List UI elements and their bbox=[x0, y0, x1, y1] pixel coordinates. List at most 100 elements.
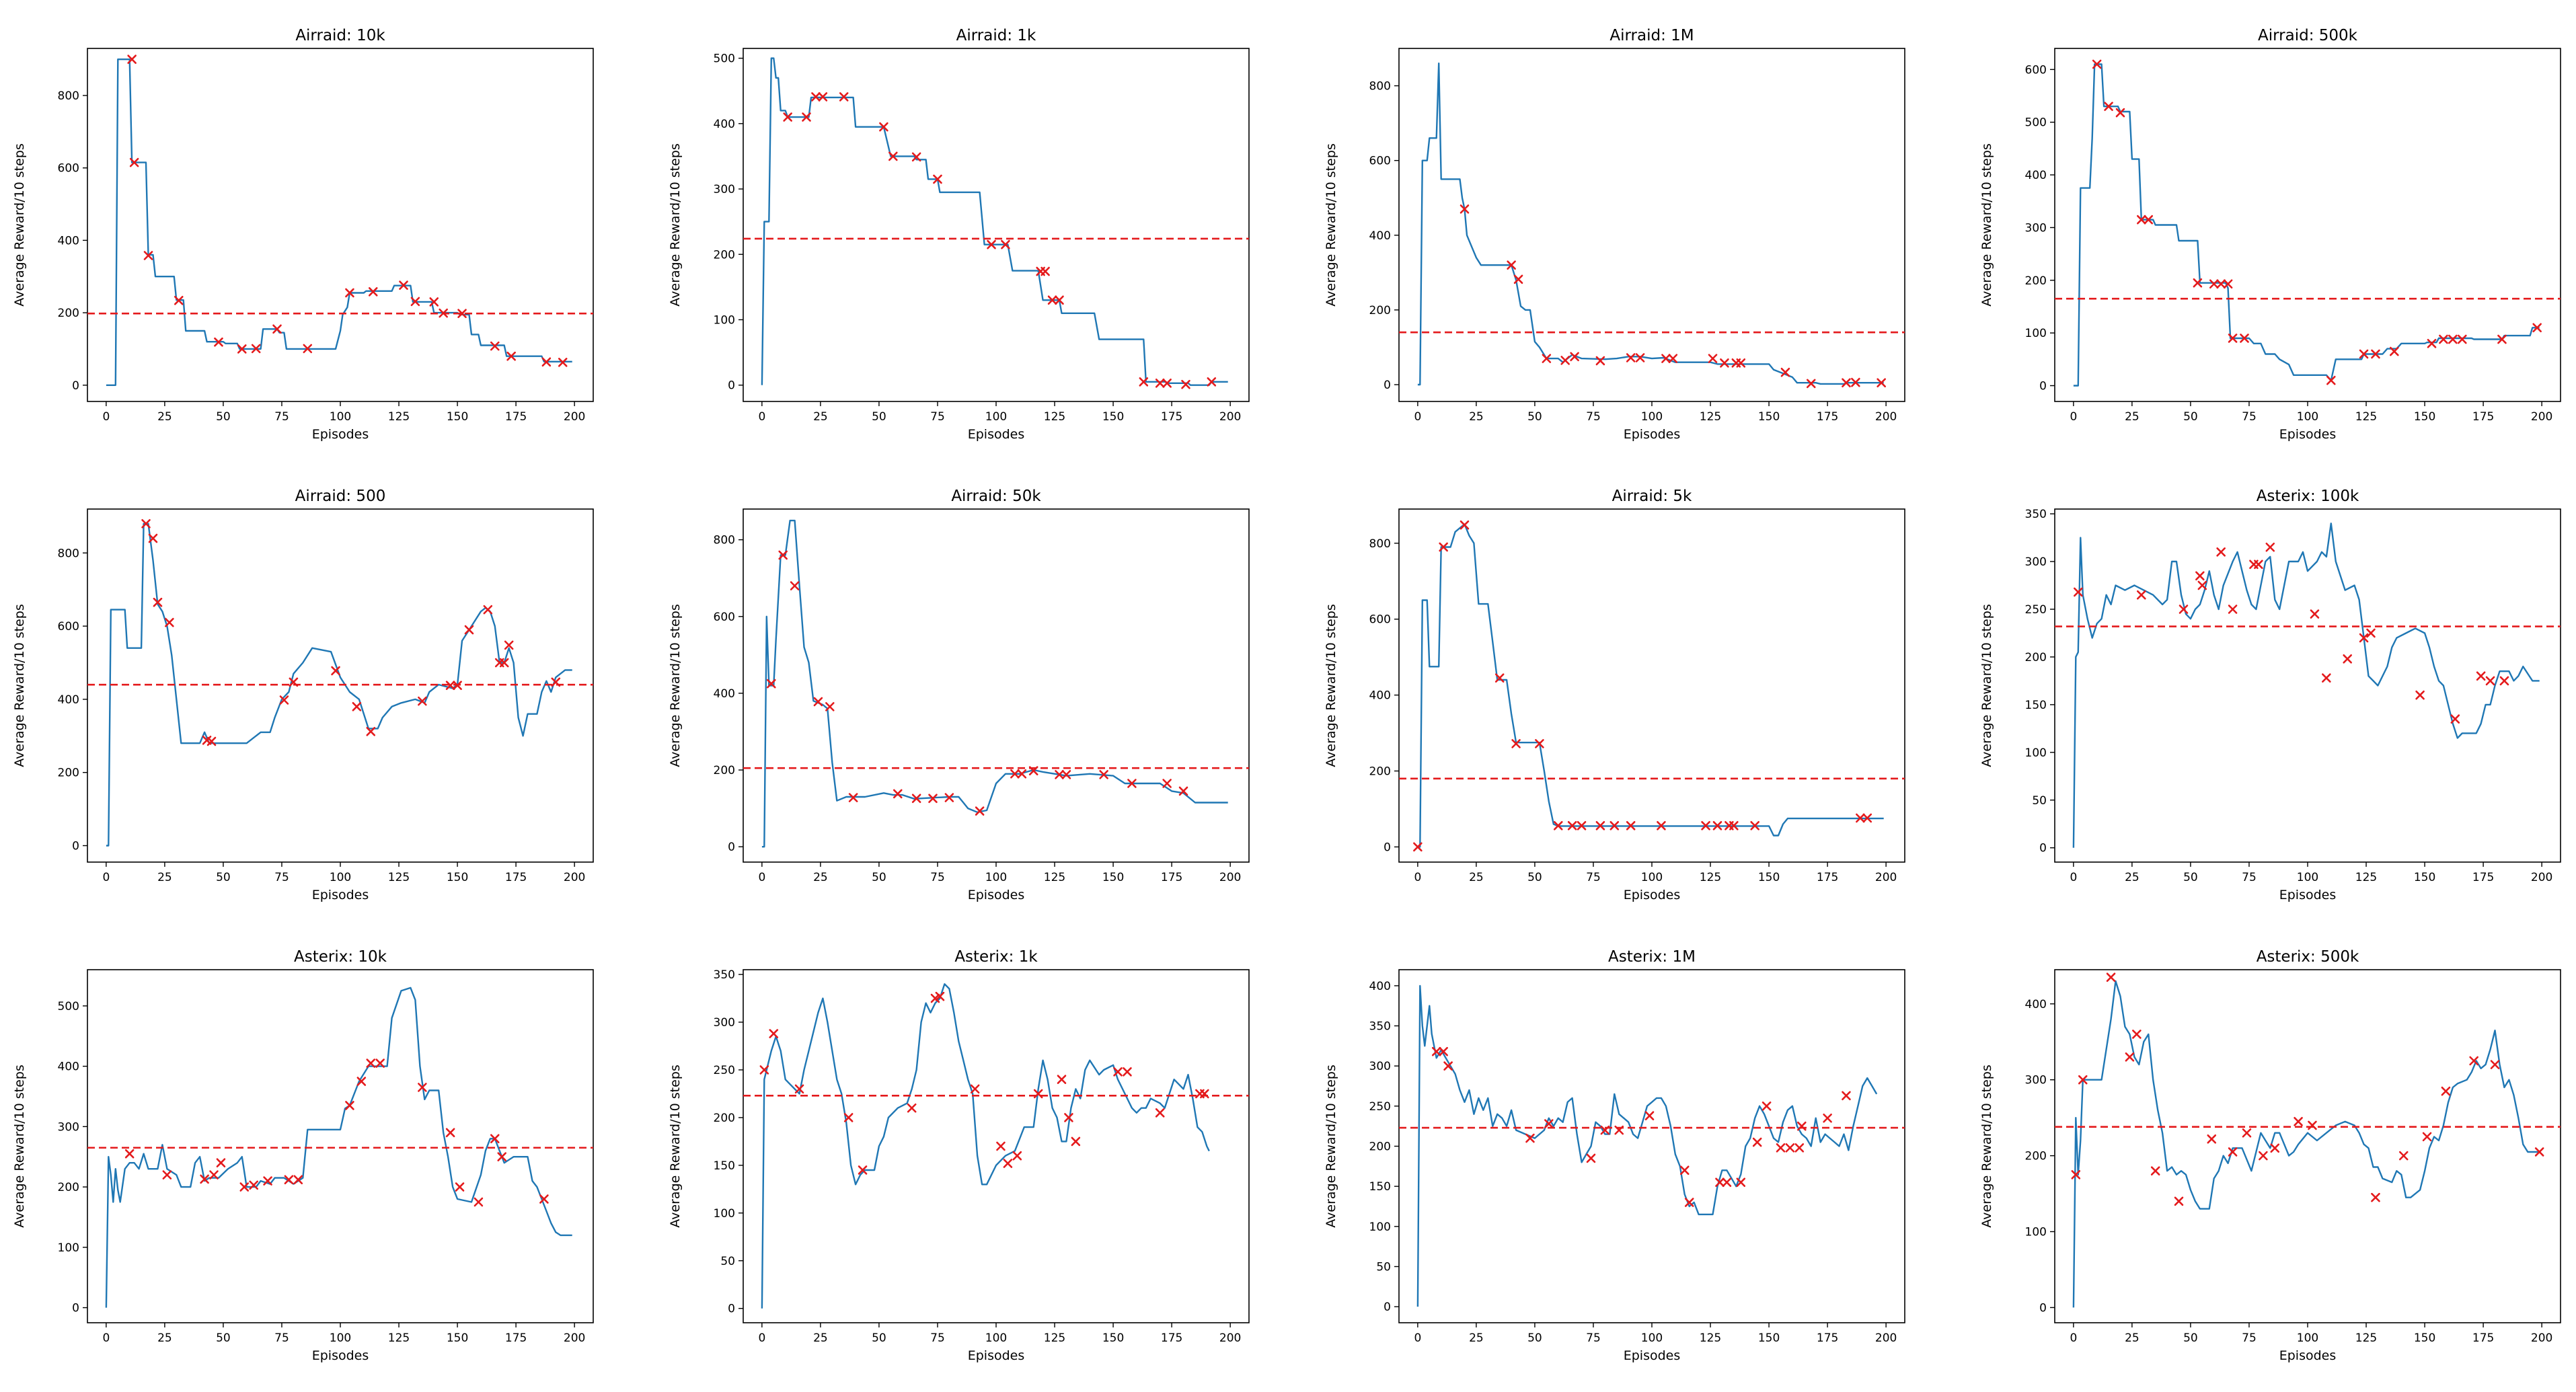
chart-1-marker bbox=[911, 152, 921, 162]
chart-9-marker bbox=[1064, 1113, 1073, 1122]
chart-2-plot-frame bbox=[1398, 48, 1905, 402]
chart-6-marker bbox=[1553, 821, 1563, 830]
chart-7-xtick-label: 50 bbox=[2183, 871, 2198, 884]
chart-4-marker bbox=[445, 681, 455, 691]
chart-8-ytick-label: 0 bbox=[72, 1302, 79, 1315]
chart-3-title: Airraid: 500k bbox=[2258, 27, 2358, 44]
chart-11-xtick-label: 50 bbox=[2183, 1331, 2198, 1345]
chart-2-xtick-label: 50 bbox=[1527, 410, 1542, 424]
chart-5-xtick-label: 200 bbox=[1219, 871, 1241, 884]
chart-5-marker bbox=[766, 679, 776, 689]
chart-10-xtick-label: 125 bbox=[1700, 1331, 1721, 1345]
chart-1-marker bbox=[879, 122, 888, 132]
chart-3-marker bbox=[2439, 334, 2448, 344]
chart-11-marker bbox=[2242, 1128, 2252, 1138]
chart-1-xtick-label: 50 bbox=[872, 410, 886, 424]
chart-7-ytick-label: 150 bbox=[2025, 699, 2047, 712]
chart-10-marker bbox=[1797, 1121, 1807, 1131]
chart-8-marker bbox=[216, 1158, 226, 1167]
chart-7-xtick-label: 25 bbox=[2125, 871, 2139, 884]
chart-10-marker bbox=[1794, 1143, 1805, 1153]
chart-11-marker bbox=[2150, 1166, 2160, 1175]
chart-10-marker bbox=[1443, 1061, 1453, 1071]
chart-11-marker bbox=[2422, 1132, 2432, 1142]
chart-3-marker bbox=[2497, 334, 2507, 344]
chart-11-marker bbox=[2071, 1170, 2081, 1180]
chart-2: Airraid: 1M 0 25 50 75 100 125 150 175 200 0 200 400… bbox=[1324, 27, 1905, 442]
chart-3-marker bbox=[2104, 102, 2113, 111]
chart-8-xtick-label: 75 bbox=[274, 1331, 289, 1345]
chart-0-xtick-label: 100 bbox=[330, 410, 351, 424]
chart-0-ylabel: Average Reward/10 steps bbox=[12, 143, 27, 306]
chart-0-marker bbox=[429, 297, 439, 307]
chart-8-series-line bbox=[105, 987, 572, 1308]
chart-10: Asterix: 1M 0 25 50 75 100 125 150 175 200 0 50 100 1… bbox=[1324, 948, 1905, 1363]
chart-8-marker bbox=[497, 1152, 507, 1162]
chart-10-ytick-label: 400 bbox=[1369, 980, 1391, 993]
chart-3-xtick-label: 150 bbox=[2414, 410, 2435, 424]
chart-0-marker bbox=[399, 280, 408, 290]
chart-7-marker bbox=[2485, 676, 2495, 686]
chart-11-marker bbox=[2371, 1192, 2380, 1202]
chart-2-ytick-label: 0 bbox=[1384, 379, 1391, 392]
chart-1-marker bbox=[839, 92, 849, 102]
chart-11-xtick-label: 75 bbox=[2242, 1331, 2257, 1345]
chart-0-marker bbox=[457, 309, 467, 318]
chart-9-xtick-label: 175 bbox=[1161, 1331, 1182, 1345]
chart-4-xtick-label: 125 bbox=[388, 871, 410, 884]
chart-5-marker bbox=[1162, 779, 1172, 788]
chart-2-xtick-label: 25 bbox=[1469, 410, 1484, 424]
chart-5-marker bbox=[1099, 770, 1108, 779]
chart-7-marker bbox=[2137, 590, 2146, 600]
chart-10-marker bbox=[1785, 1143, 1795, 1153]
chart-4-xlabel: Episodes bbox=[312, 888, 369, 902]
chart-2-marker bbox=[1720, 358, 1729, 368]
chart-7-marker bbox=[2074, 587, 2083, 597]
chart-11-marker bbox=[2294, 1117, 2303, 1126]
chart-8-marker bbox=[249, 1180, 258, 1190]
chart-9-xtick-label: 75 bbox=[930, 1331, 945, 1345]
chart-11-xtick-label: 25 bbox=[2125, 1331, 2139, 1345]
chart-7-marker bbox=[2228, 605, 2238, 614]
chart-1-marker bbox=[1155, 378, 1165, 388]
chart-6-marker bbox=[1729, 821, 1739, 830]
chart-8-marker bbox=[366, 1058, 376, 1068]
chart-4-xtick-label: 50 bbox=[216, 871, 231, 884]
chart-0-xtick-label: 200 bbox=[564, 410, 585, 424]
chart-1-xtick-label: 175 bbox=[1161, 410, 1182, 424]
chart-1-ytick-label: 400 bbox=[714, 118, 735, 131]
chart-6-xtick-label: 100 bbox=[1641, 871, 1663, 884]
chart-3-ytick-label: 200 bbox=[2025, 274, 2047, 288]
chart-0-marker bbox=[541, 357, 552, 367]
chart-8-marker bbox=[445, 1128, 455, 1138]
chart-2-marker bbox=[1460, 204, 1470, 214]
chart-9-ytick-label: 150 bbox=[714, 1159, 735, 1173]
chart-2-ytick-label: 600 bbox=[1369, 155, 1391, 168]
chart-0-marker bbox=[127, 54, 137, 64]
chart-0-series-line bbox=[106, 58, 572, 386]
chart-2-marker bbox=[1513, 274, 1523, 284]
chart-5-ytick-label: 200 bbox=[714, 764, 735, 777]
chart-2-series-line bbox=[1417, 62, 1884, 386]
chart-1-marker bbox=[1001, 239, 1010, 249]
chart-4-marker bbox=[418, 696, 427, 706]
chart-6-marker bbox=[1856, 813, 1865, 823]
chart-4-marker bbox=[165, 617, 174, 627]
chart-0-xlabel: Episodes bbox=[312, 427, 369, 442]
chart-10-series-line bbox=[1416, 984, 1878, 1307]
chart-10-marker bbox=[1761, 1101, 1772, 1111]
chart-3-xtick-label: 200 bbox=[2531, 410, 2552, 424]
chart-6-series-line bbox=[1417, 523, 1884, 848]
chart-9-plot-frame bbox=[743, 969, 1250, 1323]
chart-8-marker bbox=[293, 1175, 303, 1185]
chart-7-marker bbox=[2179, 605, 2189, 614]
chart-2-marker bbox=[1806, 379, 1816, 389]
chart-11-marker bbox=[2469, 1056, 2478, 1066]
chart-8-ytick-label: 200 bbox=[58, 1181, 79, 1194]
chart-2-ytick-label: 800 bbox=[1369, 80, 1391, 93]
chart-10-marker bbox=[1525, 1133, 1535, 1143]
chart-4-marker bbox=[331, 666, 340, 676]
chart-8-marker bbox=[375, 1058, 385, 1068]
chart-0-ytick-label: 400 bbox=[58, 234, 79, 247]
chart-1-marker bbox=[1207, 377, 1217, 387]
